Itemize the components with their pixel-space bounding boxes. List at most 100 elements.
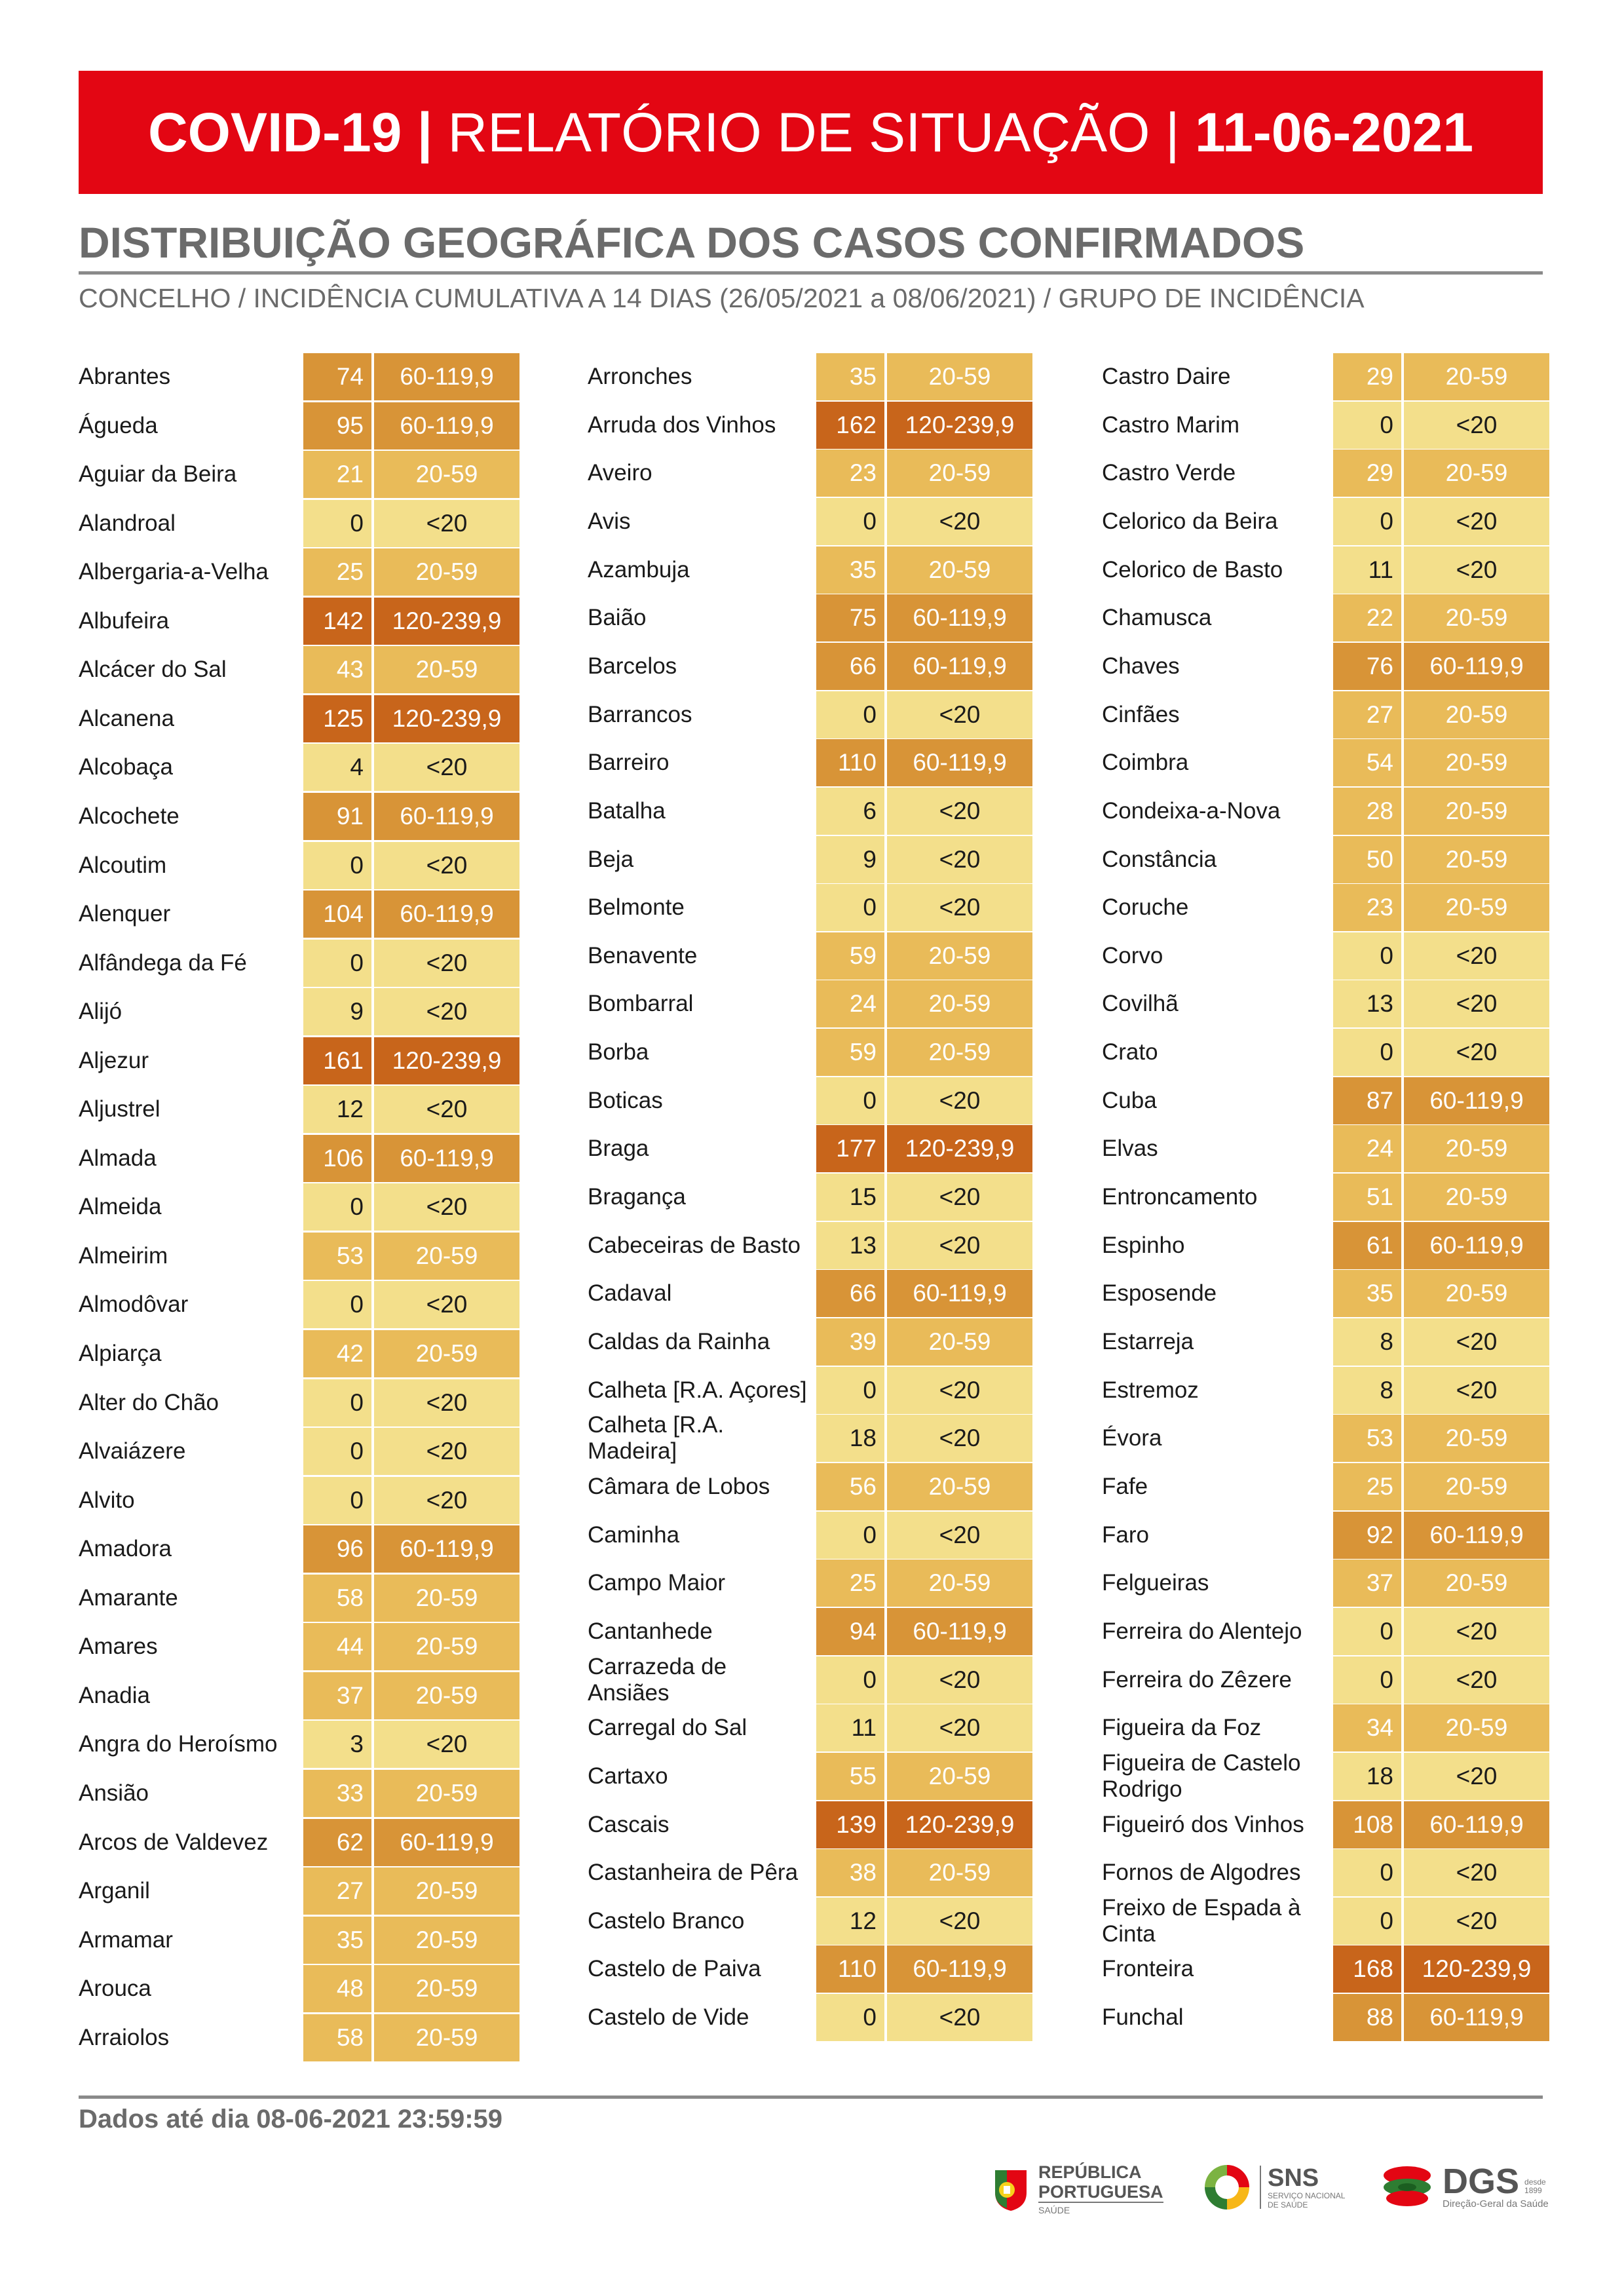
municipality-name: Batalha: [588, 798, 666, 824]
municipality-name: Almeirim: [79, 1243, 168, 1269]
incidence-group: 120-239,9: [374, 695, 519, 742]
incidence-value: 168: [1333, 1945, 1401, 1993]
incidence-group: 60-119,9: [1404, 643, 1549, 690]
municipality-name: Alvaiázere: [79, 1438, 186, 1464]
municipality-name: Figueira de Castelo Rodrigo: [1102, 1750, 1301, 1802]
incidence-group: 20-59: [1404, 884, 1549, 931]
municipality-name: Alvito: [79, 1487, 135, 1513]
municipality-name: Braga: [588, 1136, 649, 1161]
incidence-group: 20-59: [1404, 1174, 1549, 1221]
incidence-group: 60-119,9: [887, 1608, 1032, 1655]
municipality-name: Castro Daire: [1102, 364, 1231, 389]
incidence-group: <20: [887, 1222, 1032, 1269]
incidence-group: 120-239,9: [887, 402, 1032, 449]
incidence-value: 0: [816, 1512, 884, 1559]
incidence-group: <20: [1404, 546, 1549, 594]
municipality-name: Cinfães: [1102, 702, 1180, 727]
incidence-value: 11: [1333, 546, 1401, 594]
incidence-value: 0: [1333, 498, 1401, 545]
municipality-name: Fafe: [1102, 1474, 1148, 1499]
incidence-value: 87: [1333, 1077, 1401, 1124]
municipality-name: Chamusca: [1102, 605, 1212, 630]
municipality-name: Albufeira: [79, 608, 170, 634]
incidence-value: 37: [1333, 1559, 1401, 1607]
incidence-group: 20-59: [1404, 1463, 1549, 1510]
incidence-group: 120-239,9: [374, 598, 519, 645]
municipality-name: Carrazeda de Ansiães: [588, 1654, 727, 1706]
municipality-name: Amares: [79, 1634, 158, 1659]
incidence-group: <20: [374, 500, 519, 547]
incidence-group: 20-59: [887, 980, 1032, 1027]
municipality-name: Aljustrel: [79, 1096, 161, 1122]
incidence-value: 43: [303, 646, 371, 693]
incidence-group: 20-59: [374, 1867, 519, 1915]
incidence-value: 0: [1333, 1608, 1401, 1655]
sns-line-1: SERVIÇO NACIONAL: [1268, 2191, 1346, 2200]
incidence-value: 37: [303, 1672, 371, 1719]
incidence-group: 20-59: [887, 546, 1032, 594]
municipality-name: Alfândega da Fé: [79, 950, 247, 976]
municipality-name: Felgueiras: [1102, 1570, 1209, 1596]
sns-line-2: DE SAÚDE: [1268, 2200, 1308, 2210]
incidence-value: 13: [816, 1222, 884, 1269]
incidence-group: 20-59: [1404, 836, 1549, 883]
incidence-value: 24: [816, 980, 884, 1027]
incidence-value: 18: [816, 1415, 884, 1462]
incidence-group: <20: [1404, 1898, 1549, 1945]
incidence-group: 20-59: [374, 1233, 519, 1280]
municipality-name: Albergaria-a-Velha: [79, 559, 269, 584]
incidence-value: 108: [1333, 1801, 1401, 1848]
incidence-group: <20: [1404, 932, 1549, 980]
incidence-group: 20-59: [1404, 594, 1549, 641]
dgs-title: DGS: [1443, 2162, 1520, 2201]
incidence-value: 25: [816, 1559, 884, 1607]
incidence-value: 29: [1333, 450, 1401, 497]
incidence-value: 39: [816, 1318, 884, 1366]
incidence-value: 0: [816, 1994, 884, 2041]
incidence-value: 59: [816, 932, 884, 980]
municipality-name: Esposende: [1102, 1280, 1217, 1306]
incidence-group: 120-239,9: [1404, 1945, 1549, 1993]
municipality-name: Condeixa-a-Nova: [1102, 798, 1281, 824]
incidence-value: 25: [303, 548, 371, 596]
incidence-value: 0: [1333, 1849, 1401, 1896]
incidence-value: 35: [1333, 1270, 1401, 1317]
municipality-name: Castanheira de Pêra: [588, 1860, 799, 1885]
municipality-name: Barcelos: [588, 653, 677, 679]
incidence-value: 9: [303, 988, 371, 1035]
incidence-value: 0: [816, 691, 884, 738]
municipality-name: Funchal: [1102, 2004, 1184, 2030]
incidence-value: 4: [303, 744, 371, 791]
municipality-name: Almeida: [79, 1194, 162, 1219]
incidence-value: 23: [1333, 884, 1401, 931]
incidence-group: 20-59: [374, 1917, 519, 1964]
incidence-group: 60-119,9: [374, 890, 519, 938]
municipality-name: Entroncamento: [1102, 1184, 1258, 1210]
incidence-value: 15: [816, 1174, 884, 1221]
footer-note: Dados até dia 08-06-2021 23:59:59: [79, 2105, 503, 2133]
municipality-name: Elvas: [1102, 1136, 1158, 1161]
incidence-group: 60-119,9: [887, 1945, 1032, 1993]
municipality-name: Caldas da Rainha: [588, 1329, 770, 1354]
incidence-value: 8: [1333, 1367, 1401, 1414]
municipality-name: Figueira da Foz: [1102, 1715, 1262, 1740]
incidence-group: 20-59: [374, 646, 519, 693]
municipality-name: Amarante: [79, 1585, 178, 1611]
incidence-group: 60-119,9: [1404, 1994, 1549, 2041]
incidence-group: 20-59: [887, 1559, 1032, 1607]
municipality-name: Coruche: [1102, 894, 1189, 920]
incidence-group: <20: [1404, 980, 1549, 1027]
incidence-group: 60-119,9: [887, 643, 1032, 690]
incidence-group: <20: [887, 884, 1032, 931]
incidence-value: 29: [1333, 353, 1401, 400]
incidence-value: 0: [816, 1367, 884, 1414]
incidence-group: 120-239,9: [374, 1037, 519, 1084]
municipality-name: Belmonte: [588, 894, 685, 920]
municipality-name: Estarreja: [1102, 1329, 1194, 1354]
incidence-value: 50: [1333, 836, 1401, 883]
republica-line-1: REPÚBLICA: [1038, 2162, 1142, 2182]
incidence-value: 95: [303, 402, 371, 450]
municipality-name: Cabeceiras de Basto: [588, 1233, 801, 1258]
incidence-group: 20-59: [887, 353, 1032, 400]
incidence-group: <20: [887, 1367, 1032, 1414]
